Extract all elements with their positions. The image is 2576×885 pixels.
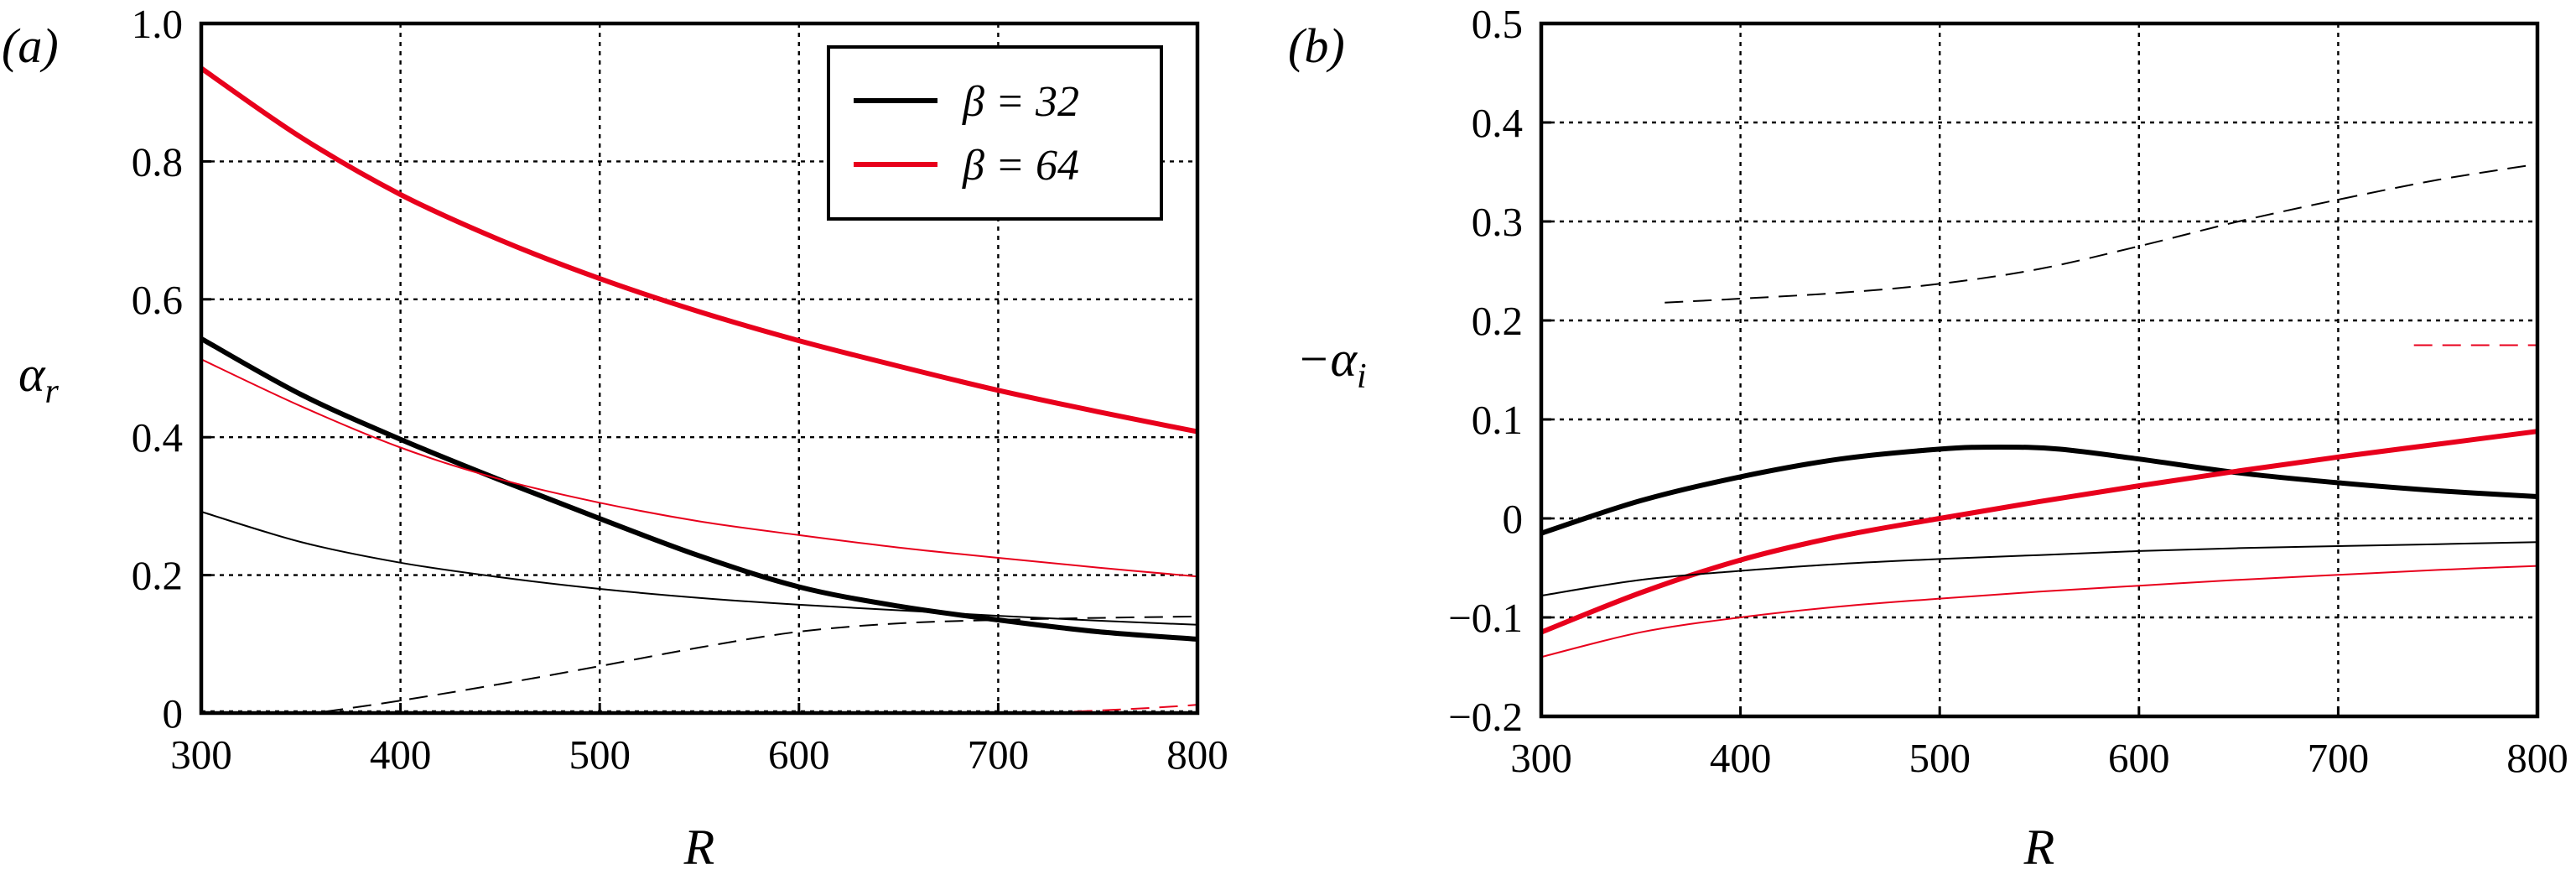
panel-b-xlabel-text: R: [2023, 820, 2055, 875]
panel-a-ytick-label-5: 1.0: [132, 1, 183, 47]
panel-a-series-3-thin-solid-line: [200, 511, 1198, 626]
panel-b-xtick-label-2: 500: [1909, 735, 1971, 781]
panel-a-ylabel: αr: [18, 346, 60, 411]
panel-b-ytick-label-0: −0.2: [1448, 694, 1523, 740]
panel-b-ytick-label-2: 0: [1503, 496, 1524, 542]
panel-a-ytick-label-4: 0.8: [132, 138, 183, 185]
panel-b-ytick-label-5: 0.3: [1472, 199, 1523, 245]
panel-a-ytick-label-0: 0: [163, 690, 184, 737]
panel-a-xlabel-text: R: [683, 820, 715, 875]
legend-box: [827, 45, 1163, 221]
panel-b-ylabel-minus-alpha: −α: [1296, 331, 1358, 387]
panel-a-xtick-label-1: 400: [370, 731, 432, 778]
panel-b-ytick-label-3: 0.1: [1472, 397, 1523, 443]
panel-b-series-1-thick-solid-line: [1540, 429, 2538, 635]
panel-a-xtick-label-0: 300: [170, 731, 232, 778]
panel-b-ylabel: −αi: [1296, 331, 1367, 396]
panel-a-ytick-label-2: 0.4: [132, 414, 183, 461]
svg-text:−αi: −αi: [1296, 331, 1367, 396]
panel-a-label: (a): [2, 18, 59, 73]
panel-a-series-4-thin-dashed-line: [325, 615, 1198, 713]
legend: β = 32 β = 64: [827, 45, 1163, 221]
panel-a-series-2-thin-solid-line: [200, 358, 1198, 578]
panel-b-xlabel: R: [2023, 820, 2055, 875]
panel-a-ytick-label-1: 0.2: [132, 553, 183, 599]
panel-a-ytick-label-3: 0.6: [132, 277, 183, 323]
panel-a-ylabel-sub: r: [45, 372, 60, 411]
panel-a: (a) 300 400 500 600 700 800 0 0.2 0.4 0.6 0.8 1.0 R…: [2, 1, 1228, 875]
panel-b-label: (b): [1288, 18, 1345, 73]
panel-b-frame: [1539, 21, 2540, 719]
panel-a-xtick-label-3: 600: [768, 731, 830, 778]
panel-b-xtick-label-1: 400: [1710, 735, 1772, 781]
panel-b-series-4-thin-dashed-line: [1665, 163, 2538, 304]
panel-b-xtick-label-4: 700: [2308, 735, 2370, 781]
panel-b-ytick-label-6: 0.4: [1472, 100, 1523, 146]
legend-label-beta64: β = 64: [962, 142, 1079, 190]
panel-a-ylabel-alpha: α: [18, 346, 46, 402]
panel-b-series: [1540, 163, 2538, 659]
panel-b-xtick-label-0: 300: [1510, 735, 1572, 781]
panel-b-xtick-label-3: 600: [2108, 735, 2170, 781]
panel-b-series-3-thin-solid-line: [1540, 565, 2538, 659]
panel-b-ytick-label-4: 0.2: [1472, 298, 1523, 344]
panel-b-ylabel-sub: i: [1357, 357, 1367, 396]
panel-a-series: [200, 65, 1198, 713]
panel-a-xtick-label-2: 500: [569, 731, 631, 778]
legend-label-beta32: β = 32: [962, 78, 1079, 126]
panel-b-xtick-label-5: 800: [2506, 735, 2568, 781]
panel-b-grid: [1541, 23, 2537, 716]
panel-b-series-2-thin-solid-line: [1540, 541, 2538, 596]
panel-b-ytick-label-7: 0.5: [1472, 1, 1523, 47]
panel-a-xtick-label-5: 800: [1166, 731, 1228, 778]
panel-a-xlabel: R: [683, 820, 715, 875]
panel-b-ticks: 300 400 500 600 700 800 −0.2 −0.1 0 0.1 0.2 0.3 0.4 0…: [1448, 1, 2568, 781]
panel-a-series-0-thick-solid-line: [200, 65, 1198, 435]
panel-a-frame: [199, 21, 1200, 716]
panel-b-series-0-thick-solid-line: [1540, 445, 2538, 536]
panel-a-xtick-label-4: 700: [968, 731, 1030, 778]
panel-a-series-5-thin-dashed-line: [1073, 704, 1198, 713]
panel-a-series-1-thick-solid-line: [200, 336, 1198, 642]
panel-b: (b) 300 400 500 600 700 800 −0.2 −0.1 0 0.1 0.2 0.3…: [1288, 1, 2568, 875]
svg-text:αr: αr: [18, 346, 60, 411]
panel-b-ytick-label-1: −0.1: [1448, 595, 1523, 641]
panel-a-ticks: 300 400 500 600 700 800 0 0.2 0.4 0.6 0.8 1.0: [132, 1, 1228, 778]
